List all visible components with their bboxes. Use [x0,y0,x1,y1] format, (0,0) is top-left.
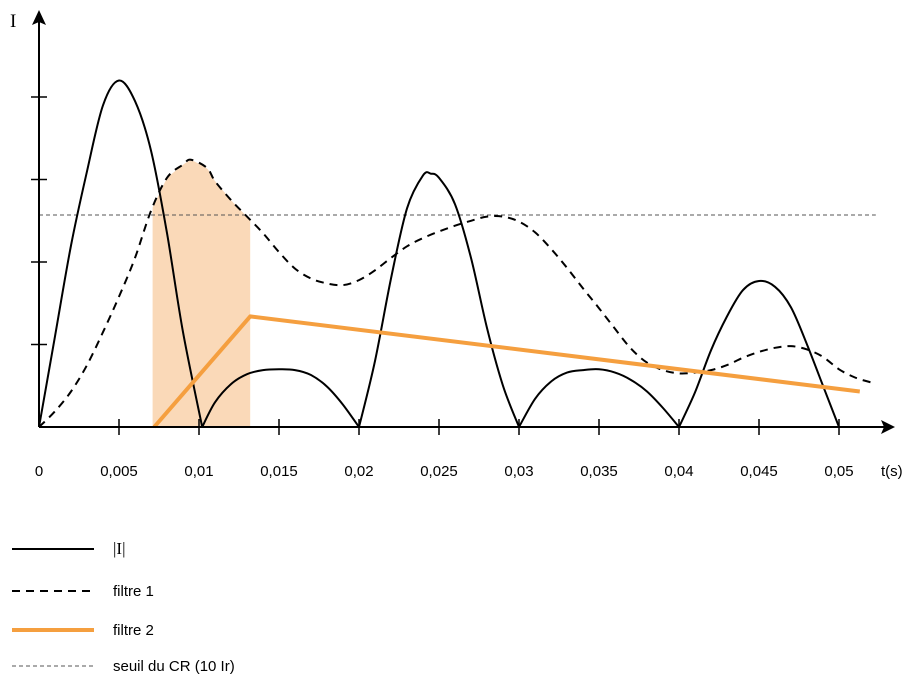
legend-label-1: |I| [113,539,125,558]
y-axis-arrow [32,10,46,25]
legend-label-4: seuil du CR (10 Ir) [113,658,235,675]
series-line-2 [38,158,872,428]
series-line-1 [38,79,840,428]
plot-area [38,79,876,429]
x-tick-label: 0,05 [824,463,853,480]
x-tick-label: 0,005 [100,463,138,480]
x-axis-title: t(s) [881,463,903,480]
x-tick-label: 0,03 [504,463,533,480]
x-tick-label: 0,02 [344,463,373,480]
axis-labels: 0 0,005 0,01 0,015 0,02 0,025 0,03 0,035 0,04 0,0… [10,11,903,480]
y-axis-title: I [10,11,16,32]
x-tick-label: 0,01 [184,463,213,480]
legend-label-2: filtre 1 [113,583,154,600]
x-tick-label: 0,025 [420,463,458,480]
axes [31,10,895,435]
x-tick-label: 0 [35,463,43,480]
x-tick-label: 0,035 [580,463,618,480]
series-line-3 [152,314,861,429]
legend: |I| filtre 1 filtre 2 seuil du CR (10 Ir) [12,539,235,675]
x-tick-label: 0,04 [664,463,693,480]
legend-label-3: filtre 2 [113,622,154,639]
x-tick-label: 0,045 [740,463,778,480]
x-tick-label: 0,015 [260,463,298,480]
shaded-region [152,160,251,427]
x-axis-arrow [881,420,895,434]
